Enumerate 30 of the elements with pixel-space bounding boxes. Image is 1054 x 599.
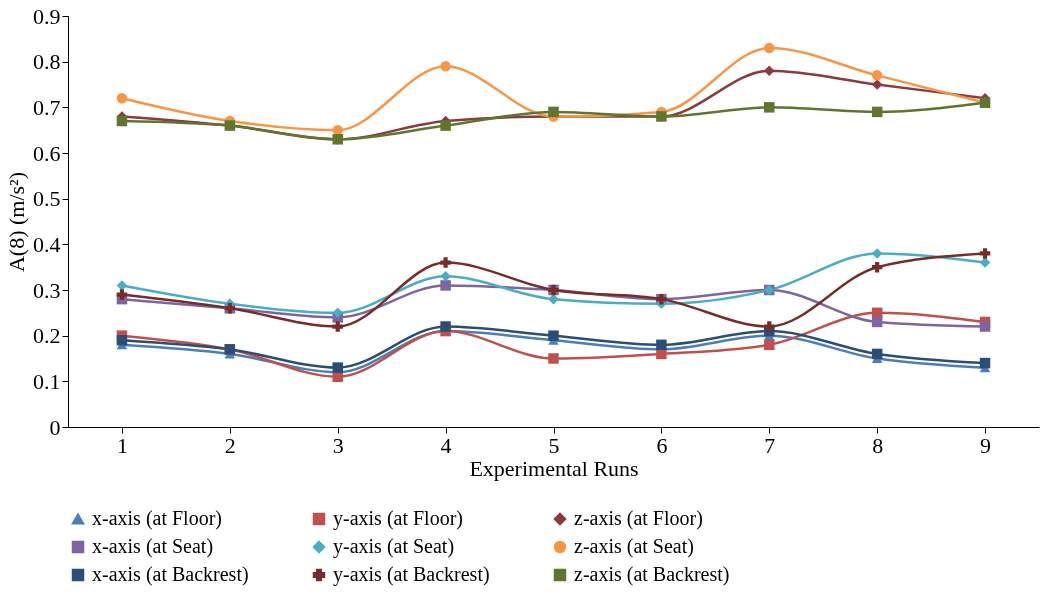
x-tick-label: 7 xyxy=(764,432,776,458)
x-tick-label: 9 xyxy=(980,432,992,458)
legend-label: y-axis (at Backrest) xyxy=(333,563,490,586)
y-tick-label: 0.6 xyxy=(33,140,61,166)
y-tick-label: 0.5 xyxy=(33,186,61,212)
x-tick-label: 4 xyxy=(440,432,452,458)
x-tick-label: 3 xyxy=(332,432,344,458)
x-tick-label: 2 xyxy=(224,432,236,458)
y-tick-label: 0.8 xyxy=(33,49,61,75)
y-tick-label: 0.9 xyxy=(33,3,61,29)
y-axis-title: A(8) (m/s²) xyxy=(4,171,29,273)
legend-label: z-axis (at Floor) xyxy=(574,507,703,530)
x-tick-label: 5 xyxy=(548,432,560,458)
x-axis-title: Experimental Runs xyxy=(469,455,639,481)
legend-label: x-axis (at Floor) xyxy=(92,507,222,530)
x-tick-label: 1 xyxy=(116,432,128,458)
legend-label: y-axis (at Seat) xyxy=(333,535,455,558)
legend-label: x-axis (at Seat) xyxy=(92,535,214,558)
y-tick-label: 0.4 xyxy=(33,231,61,257)
y-tick-label: 0.1 xyxy=(33,368,61,394)
x-tick-label: 8 xyxy=(872,432,884,458)
y-tick-label: 0.2 xyxy=(33,323,61,349)
legend-label: z-axis (at Backrest) xyxy=(574,563,730,586)
legend-label: z-axis (at Seat) xyxy=(574,535,694,558)
legend-label: x-axis (at Backrest) xyxy=(92,563,249,586)
x-tick-label: 6 xyxy=(656,432,668,458)
y-tick-label: 0.7 xyxy=(33,94,61,120)
y-tick-label: 0.3 xyxy=(33,277,61,303)
legend-label: y-axis (at Floor) xyxy=(333,507,463,530)
y-tick-label: 0 xyxy=(49,414,61,440)
